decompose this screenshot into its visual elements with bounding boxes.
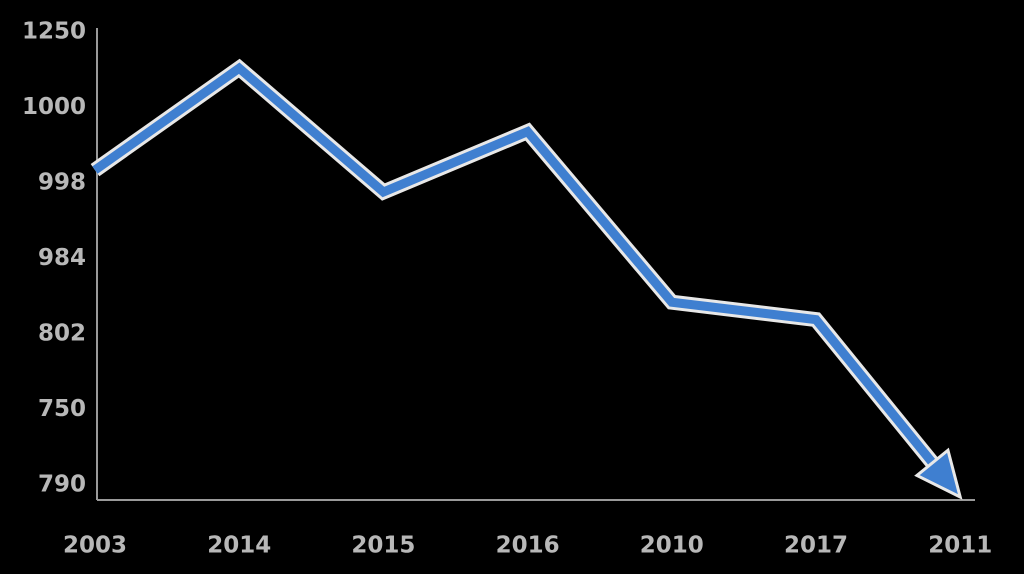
x-tick-label: 2003 bbox=[63, 533, 127, 559]
line bbox=[92, 62, 945, 477]
x-tick-label: 2011 bbox=[928, 533, 992, 559]
y-tick-label: 998 bbox=[38, 169, 86, 195]
y-tick-label: 984 bbox=[38, 245, 86, 271]
x-tick-label: 2016 bbox=[496, 533, 560, 559]
x-tick-label: 2010 bbox=[640, 533, 704, 559]
y-tick-label: 1000 bbox=[22, 94, 86, 120]
x-tick-label: 2017 bbox=[784, 533, 848, 559]
y-tick-label: 790 bbox=[38, 471, 86, 497]
x-tick-label: 2015 bbox=[351, 533, 415, 559]
y-tick-label: 802 bbox=[38, 320, 86, 346]
y-tick-label: 750 bbox=[38, 396, 86, 422]
y-tick-label: 1250 bbox=[22, 19, 86, 45]
arrowhead bbox=[914, 447, 963, 500]
x-tick-label: 2014 bbox=[207, 533, 271, 559]
